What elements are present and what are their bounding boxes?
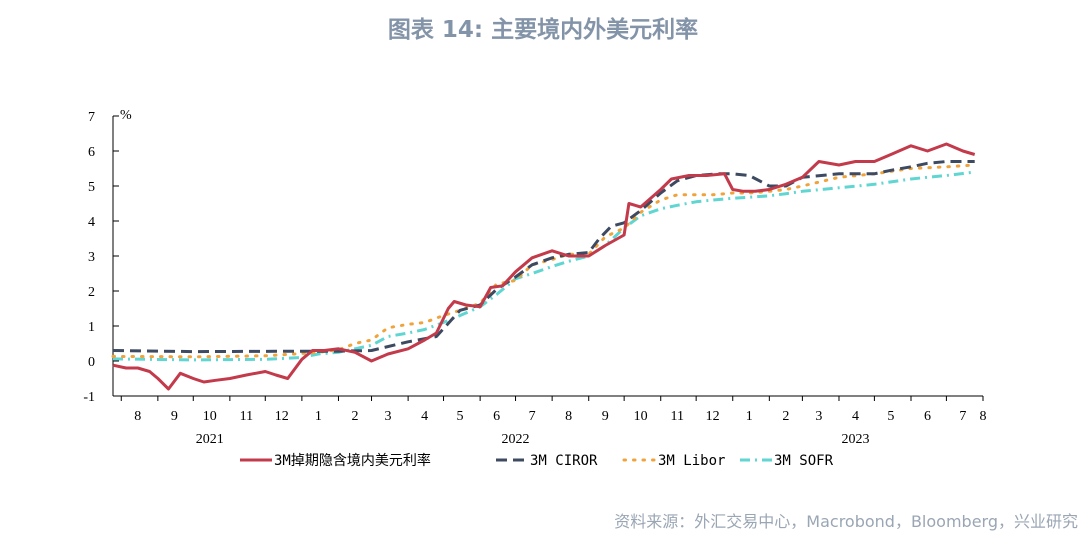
x-tick-label: 12 xyxy=(275,409,289,424)
x-tick-label: 11 xyxy=(240,409,253,424)
x-tick-label: 6 xyxy=(924,409,931,424)
source-note: 资料来源：外汇交易中心，Macrobond，Bloomberg，兴业研究 xyxy=(614,512,1078,531)
x-tick-label: 9 xyxy=(171,409,178,424)
x-year-label: 2022 xyxy=(502,432,530,447)
x-tick-label: 2 xyxy=(351,409,358,424)
series-group xyxy=(111,142,977,391)
x-tick-label: 3 xyxy=(385,409,392,424)
x-tick-label: 7 xyxy=(959,409,966,424)
y-tick-label: 2 xyxy=(88,285,95,300)
y-tick-label: 5 xyxy=(88,180,95,195)
legend-label-2: 3M Libor xyxy=(658,453,725,469)
y-tick-label: 0 xyxy=(88,355,95,370)
x-tick-label: 6 xyxy=(493,409,500,424)
x-tick-label: 1 xyxy=(746,409,753,424)
x-tick-label: 11 xyxy=(671,409,684,424)
y-tick-label: 7 xyxy=(88,110,95,125)
y-tick-label: 1 xyxy=(88,320,95,335)
y-tick-label: -1 xyxy=(83,390,95,405)
x-tick-label: 8 xyxy=(565,409,572,424)
x-tick-label: 3 xyxy=(815,409,822,424)
x-tick-label: 9 xyxy=(602,409,609,424)
y-axis-unit-label: % xyxy=(120,108,132,123)
x-year-label: 2021 xyxy=(196,432,224,447)
x-tick-label: 8 xyxy=(980,409,987,424)
legend-label-0: 3M掉期隐含境内美元利率 xyxy=(274,452,431,469)
x-tick-label: 1 xyxy=(315,409,322,424)
x-tick-label: 4 xyxy=(852,409,859,424)
x-tick-label: 12 xyxy=(706,409,720,424)
chart-title: 图表 14: 主要境内外美元利率 xyxy=(387,17,699,43)
x-year-label: 2023 xyxy=(842,432,870,447)
y-tick-label: 4 xyxy=(88,215,95,230)
x-tick-label: 4 xyxy=(421,409,428,424)
x-tick-label: 7 xyxy=(529,409,536,424)
series-line-0 xyxy=(112,142,976,391)
x-tick-label: 8 xyxy=(134,409,141,424)
x-tick-label: 10 xyxy=(203,409,217,424)
x-tick-label: 5 xyxy=(457,409,464,424)
x-tick-label: 10 xyxy=(634,409,648,424)
y-tick-label: 6 xyxy=(88,145,95,160)
y-tick-label: 3 xyxy=(88,250,95,265)
legend-label-3: 3M SOFR xyxy=(774,453,834,469)
x-tick-label: 5 xyxy=(887,409,894,424)
series-line-3 xyxy=(112,170,975,362)
legend: 3M掉期隐含境内美元利率 3M CIROR 3M Libor 3M SOFR xyxy=(240,452,834,469)
series-line-1 xyxy=(112,160,975,354)
legend-label-1: 3M CIROR xyxy=(530,453,598,469)
x-tick-label: 2 xyxy=(782,409,789,424)
